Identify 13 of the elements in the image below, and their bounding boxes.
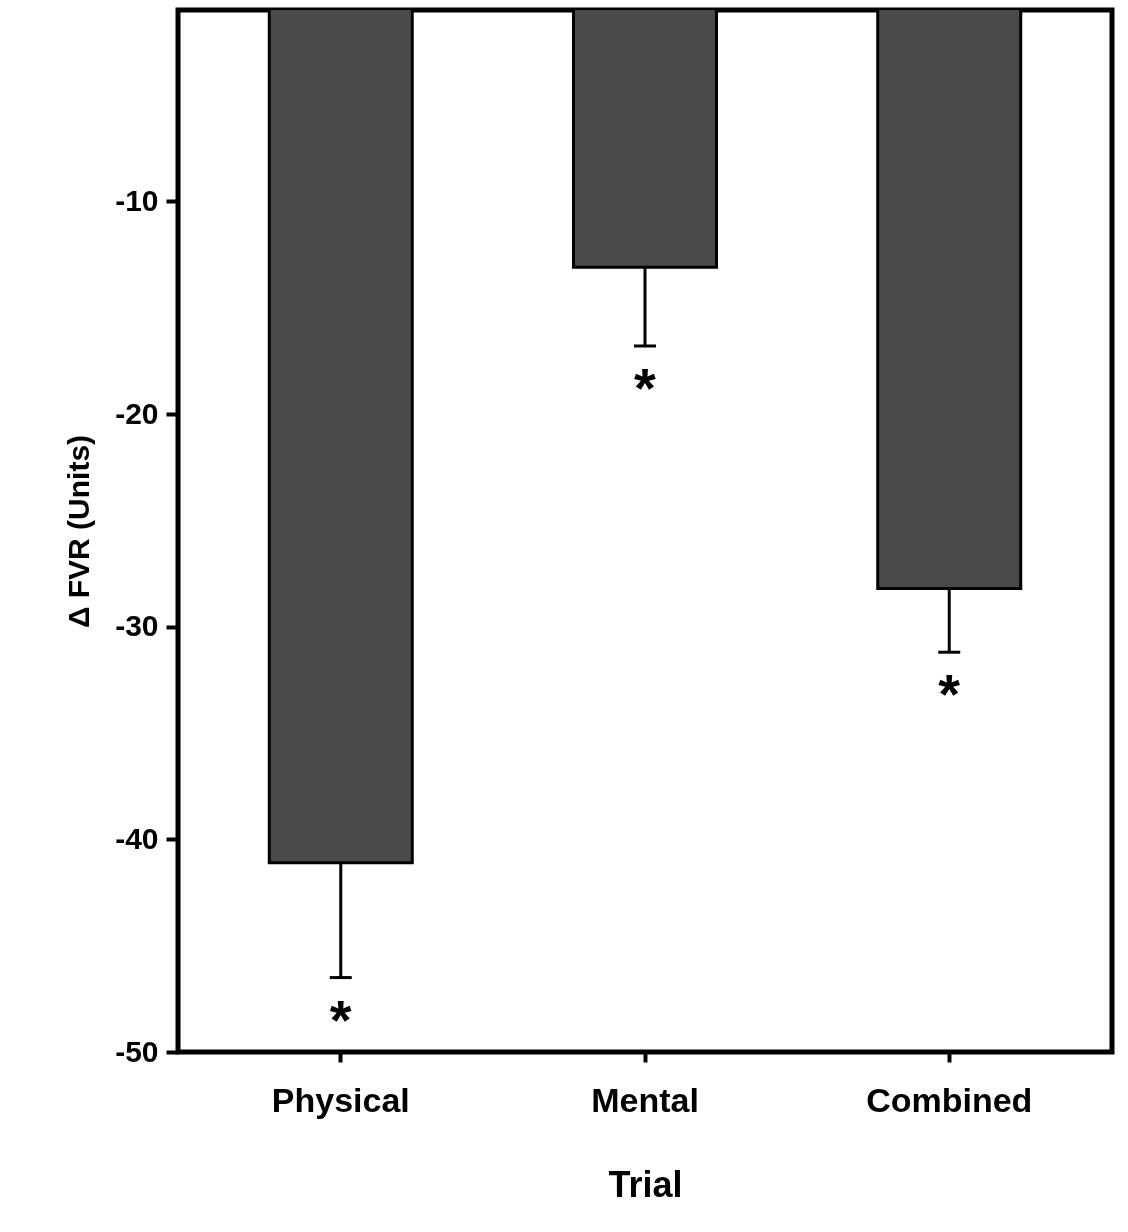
x-axis-title: Trial	[608, 1163, 683, 1205]
annotation: *	[634, 355, 657, 419]
x-tick-label: Physical	[271, 1080, 410, 1119]
y-tick-label: -50	[115, 1034, 159, 1068]
x-tick-label: Combined	[866, 1080, 1033, 1119]
y-tick-label: -30	[115, 609, 159, 643]
annotation: *	[938, 662, 961, 726]
annotation: *	[329, 987, 352, 1051]
x-tick-label: Mental	[591, 1080, 699, 1119]
y-tick-label: -10	[115, 183, 159, 217]
y-axis-title: Δ FVR (Units)	[62, 434, 96, 629]
y-tick-label: -40	[115, 821, 159, 855]
y-tick-label: -20	[115, 396, 159, 430]
